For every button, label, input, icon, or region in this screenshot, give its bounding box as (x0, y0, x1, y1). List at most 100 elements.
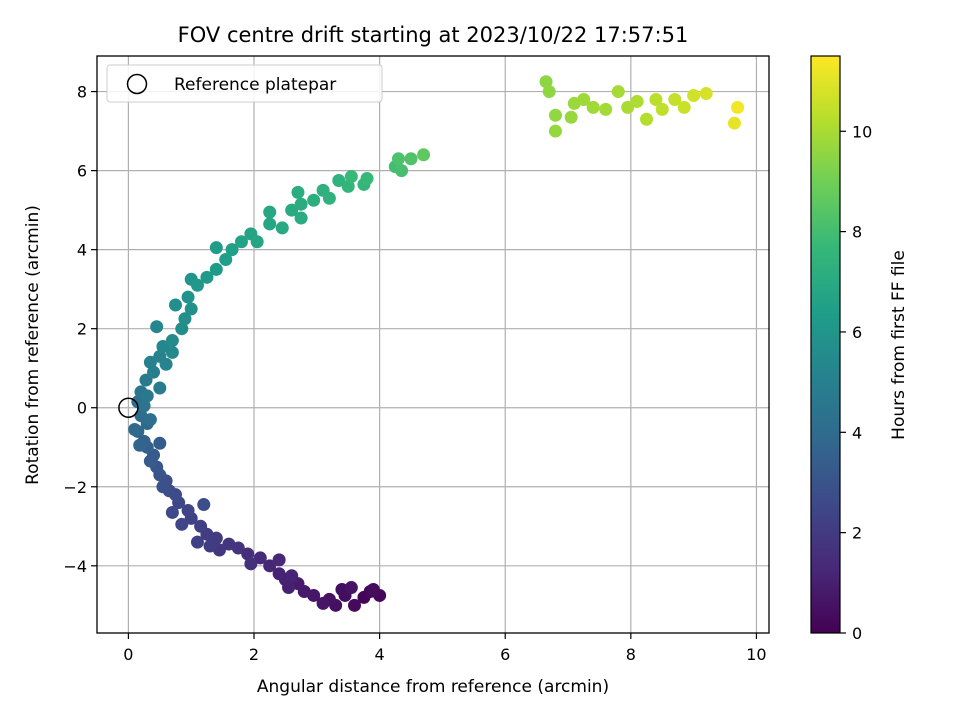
data-point (611, 85, 625, 99)
legend: Reference platepar (106, 64, 383, 103)
data-point (190, 535, 204, 549)
data-point (165, 334, 179, 348)
data-point (291, 185, 305, 199)
data-point (655, 102, 669, 116)
data-point (322, 191, 336, 205)
data-point (143, 454, 157, 468)
y-tick-label: −4 (63, 557, 87, 576)
y-tick-label: 8 (77, 83, 87, 102)
data-point (150, 320, 164, 334)
data-point (263, 217, 277, 231)
plot-frame (96, 55, 770, 634)
data-point (181, 503, 195, 517)
y-tick-label: 4 (77, 241, 87, 260)
data-point (599, 102, 613, 116)
data-point (253, 551, 267, 565)
data-point (263, 205, 277, 219)
data-point (391, 152, 405, 166)
y-tick-label: 0 (77, 399, 87, 418)
data-point (275, 221, 289, 235)
colorbar-tick-label: 2 (852, 524, 862, 543)
grid (97, 56, 769, 633)
data-point (137, 399, 151, 413)
data-point (241, 547, 255, 561)
data-point (366, 583, 380, 597)
data-point (263, 559, 277, 573)
data-point (203, 539, 217, 553)
x-axis-ticks: 0 2 4 6 8 10 (123, 633, 767, 664)
data-point (344, 170, 358, 184)
data-point (153, 436, 167, 450)
data-point (178, 312, 192, 326)
data-point (159, 357, 173, 371)
data-point (194, 519, 208, 533)
data-point (285, 203, 299, 217)
chart-title: FOV centre drift starting at 2023/10/22 … (178, 23, 689, 47)
data-point (347, 598, 361, 612)
data-point (169, 298, 183, 312)
colorbar-tick-label: 8 (852, 223, 862, 242)
data-point (181, 290, 195, 304)
data-point (143, 355, 157, 369)
data-point (677, 100, 691, 114)
data-point (222, 537, 236, 551)
x-axis-label: Angular distance from reference (arcmin) (257, 677, 609, 697)
data-point (165, 345, 179, 359)
reference-marker-layer (118, 397, 139, 418)
data-point (197, 498, 211, 512)
colorbar-frame (810, 55, 841, 634)
colorbar-gradient (811, 56, 840, 633)
data-point (219, 253, 233, 267)
data-point (360, 172, 374, 186)
data-point (209, 262, 223, 276)
data-point (586, 100, 600, 114)
colorbar-tick-label: 0 (852, 624, 862, 643)
x-tick-label: 4 (375, 645, 385, 664)
data-point (640, 112, 654, 126)
data-point (294, 211, 308, 225)
data-point (175, 322, 189, 336)
data-point (175, 517, 189, 531)
data-point (250, 235, 264, 249)
data-point (244, 557, 258, 571)
y-tick-label: 6 (77, 162, 87, 181)
data-point (344, 581, 358, 595)
x-tick-label: 10 (746, 645, 766, 664)
data-point (395, 164, 409, 178)
data-point (548, 108, 562, 122)
data-point (341, 179, 355, 193)
data-point (307, 193, 321, 207)
data-point (727, 116, 741, 130)
data-point (156, 480, 170, 494)
data-point (577, 92, 591, 106)
data-point (184, 302, 198, 316)
data-point (209, 241, 223, 255)
data-point (272, 553, 286, 567)
colorbar: 0 2 4 6 8 10 Hours from first FF file (810, 55, 909, 643)
data-point (285, 569, 299, 583)
data-point (200, 270, 214, 284)
data-point (621, 100, 635, 114)
colorbar-label: Hours from first FF file (889, 250, 909, 440)
legend-entry: Reference platepar (174, 75, 336, 95)
data-point (133, 438, 147, 452)
data-point (156, 339, 170, 353)
y-axis-ticks: −4 −2 0 2 4 6 8 (63, 83, 97, 576)
colorbar-tick-label: 10 (852, 122, 872, 141)
data-point (564, 110, 578, 124)
data-point (294, 197, 308, 211)
data-point (668, 92, 682, 106)
data-point (234, 235, 248, 249)
y-tick-label: 2 (77, 320, 87, 339)
x-tick-label: 2 (249, 645, 259, 664)
colorbar-ticks: 0 2 4 6 8 10 (840, 122, 872, 643)
colorbar-tick-label: 6 (852, 323, 862, 342)
data-point (165, 505, 179, 519)
data-point (699, 87, 713, 101)
data-points (128, 75, 745, 612)
data-point (417, 148, 431, 162)
data-point (649, 92, 663, 106)
data-point (539, 75, 553, 89)
